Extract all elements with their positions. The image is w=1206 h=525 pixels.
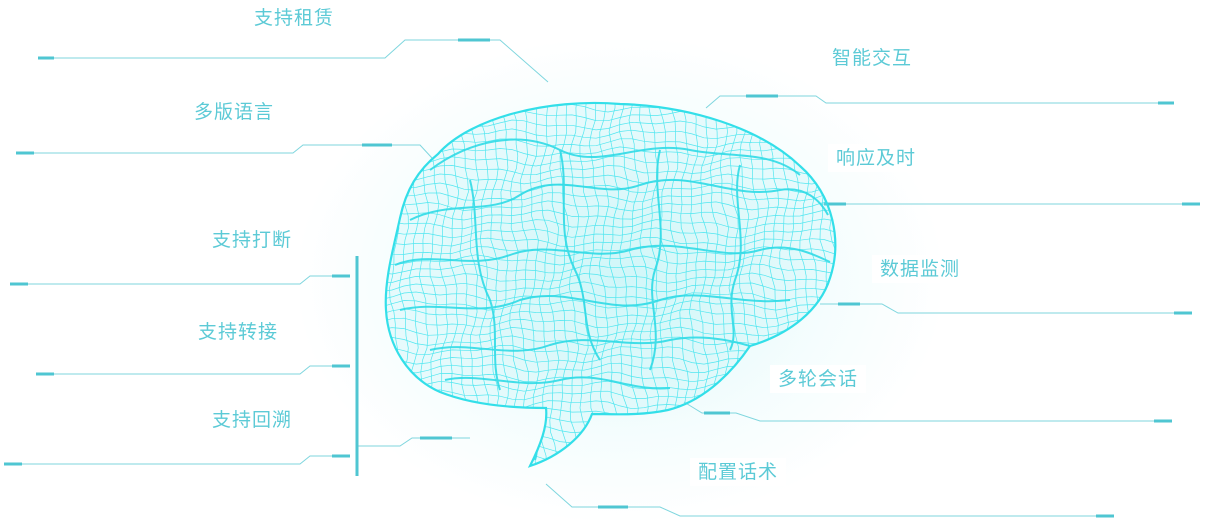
connector-scripts	[545, 483, 1112, 517]
label-scripts: 配置话术	[690, 458, 787, 486]
connector-multilang	[18, 144, 433, 159]
connector-rental	[40, 39, 549, 83]
connector-interrupt	[12, 275, 348, 285]
label-rollback: 支持回溯	[204, 406, 301, 434]
label-response: 响应及时	[828, 144, 925, 172]
connector-transfer	[38, 365, 348, 375]
connector-endcaps	[4, 38, 1200, 518]
label-transfer: 支持转接	[190, 318, 287, 346]
connector-rollback	[6, 455, 348, 465]
brain-body	[384, 101, 837, 468]
label-multiturn: 多轮会话	[770, 365, 867, 393]
label-multilang: 多版语言	[186, 98, 283, 126]
connector-multiturn	[683, 401, 1170, 422]
label-interaction: 智能交互	[824, 44, 921, 72]
label-monitoring: 数据监测	[872, 255, 969, 283]
label-interrupt: 支持打断	[204, 226, 301, 254]
connector-interaction	[705, 95, 1172, 109]
label-rental: 支持租赁	[246, 4, 343, 32]
